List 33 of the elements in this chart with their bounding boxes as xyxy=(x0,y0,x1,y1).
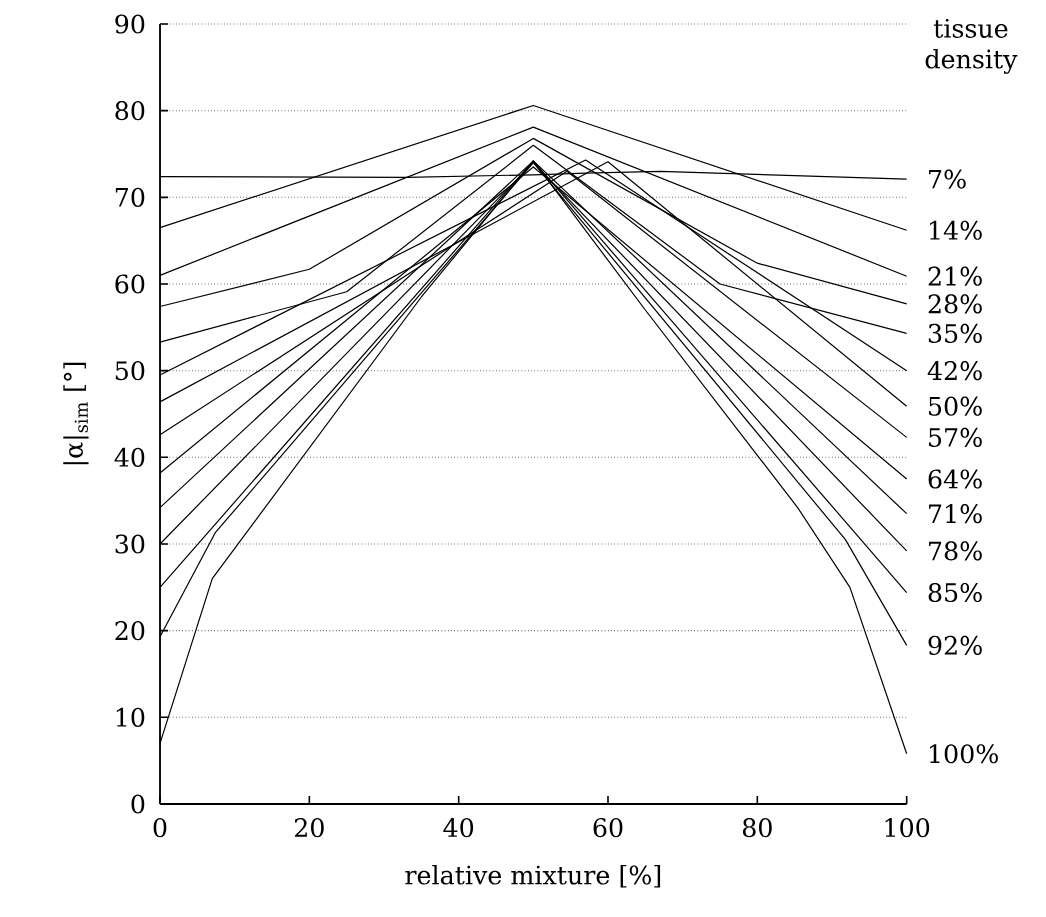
x-tick-label: 80 xyxy=(742,818,772,838)
y-tick-label: 20 xyxy=(115,621,145,641)
y-tick-label: 80 xyxy=(115,101,145,121)
series-label: 85% xyxy=(928,582,982,603)
series-label: 71% xyxy=(929,504,982,524)
series-label: 42% xyxy=(927,361,982,381)
x-tick-label: 0 xyxy=(153,818,167,838)
series-label: 50% xyxy=(929,396,982,416)
series-label: 100% xyxy=(930,744,998,764)
x-tick-label: 40 xyxy=(443,818,474,838)
series-label: 21% xyxy=(928,266,982,286)
y-tick-label: 0 xyxy=(131,794,145,814)
y-tick-label: 70 xyxy=(115,187,145,207)
series-label: 57% xyxy=(929,427,982,447)
y-tick-label: 50 xyxy=(115,361,145,381)
series-label: 78% xyxy=(929,541,982,561)
x-tick-label: 100 xyxy=(885,818,930,838)
y-axis-title: |α|$_{sim}$ [°] xyxy=(63,362,89,465)
x-axis-title: relative mixture [%] xyxy=(405,865,661,888)
series-label: 28% xyxy=(928,294,982,314)
series-label: 7% xyxy=(929,169,966,189)
y-tick-label: 10 xyxy=(116,707,145,727)
x-tick-label: 60 xyxy=(593,818,623,838)
y-tick-label: 40 xyxy=(114,447,145,467)
y-tick-label: 90 xyxy=(115,14,145,34)
y-tick-label: 60 xyxy=(115,274,145,294)
series-label: 35% xyxy=(928,323,982,343)
y-tick-label: 30 xyxy=(115,534,145,554)
series-label: 14% xyxy=(930,220,982,240)
x-tick-label: 20 xyxy=(294,818,324,838)
legend-title: tissue density xyxy=(925,18,1018,74)
series-label: 64% xyxy=(928,469,982,489)
series-label: 92% xyxy=(928,635,982,655)
